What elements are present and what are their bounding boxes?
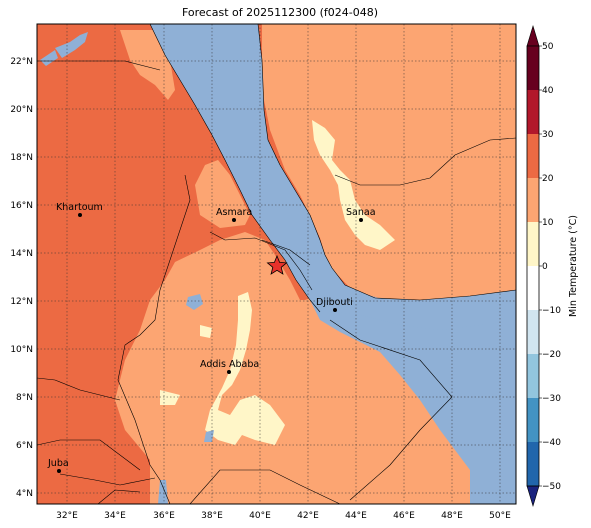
lat-tick: 10°N bbox=[10, 345, 33, 355]
event-star-icon bbox=[266, 254, 288, 275]
colorbar-segment bbox=[527, 354, 539, 398]
city-label-addis-ababa: Addis Ababa bbox=[200, 359, 259, 370]
colorbar-segment bbox=[527, 134, 539, 178]
mild-region-eritrea bbox=[195, 160, 250, 228]
city-dot bbox=[232, 218, 236, 222]
lat-tick: 16°N bbox=[10, 201, 33, 211]
colorbar-segment bbox=[527, 442, 539, 486]
colorbar-tick: −50 bbox=[542, 482, 561, 492]
lake-north bbox=[55, 32, 88, 58]
colorbar-segment bbox=[527, 178, 539, 222]
colorbar-tick: −40 bbox=[542, 438, 561, 448]
lon-tick: 38°E bbox=[201, 511, 223, 521]
colorbar-tick: 0 bbox=[542, 262, 548, 272]
city-dot bbox=[333, 308, 337, 312]
city-dot bbox=[359, 218, 363, 222]
lon-tick: 32°E bbox=[56, 511, 78, 521]
colorbar-tick: 20 bbox=[542, 174, 554, 184]
colorbar-segment bbox=[527, 310, 539, 354]
map-title: Forecast of 2025112300 (f024-048) bbox=[181, 6, 379, 19]
city-label-djibouti: Djibouti bbox=[316, 297, 353, 308]
lake-tana bbox=[186, 294, 203, 310]
lat-tick: 22°N bbox=[10, 57, 33, 67]
colorbar-tick: −10 bbox=[542, 306, 561, 316]
colorbar-tick: 50 bbox=[542, 42, 554, 52]
city-markers: Khartoum Asmara Sanaa Djibouti Addis Aba… bbox=[47, 202, 376, 473]
colorbar: 50 40 30 20 10 0 −10 −20 −30 −40 −50 Min… bbox=[526, 24, 579, 508]
lat-tick: 4°N bbox=[16, 489, 33, 499]
lon-tick: 36°E bbox=[153, 511, 175, 521]
colorbar-tick: 10 bbox=[542, 218, 554, 228]
lake-west bbox=[204, 430, 214, 442]
lat-tick: 18°N bbox=[10, 153, 33, 163]
mild-region-arabia bbox=[262, 24, 516, 302]
lon-tick: 42°E bbox=[297, 511, 319, 521]
lon-tick: 48°E bbox=[441, 511, 463, 521]
colorbar-tick: 40 bbox=[542, 86, 554, 96]
colorbar-extend-max bbox=[526, 24, 540, 47]
colorbar-segment bbox=[527, 90, 539, 134]
lake-northwest bbox=[40, 50, 58, 66]
city-dot bbox=[227, 370, 231, 374]
gulf-of-aden bbox=[320, 290, 516, 330]
graticule bbox=[37, 24, 516, 504]
colorbar-tick: −30 bbox=[542, 394, 561, 404]
city-label-juba: Juba bbox=[47, 458, 69, 469]
lat-tick: 20°N bbox=[10, 105, 33, 115]
cool-region-west bbox=[200, 325, 212, 338]
colorbar-segment bbox=[527, 46, 539, 90]
lon-tick: 40°E bbox=[249, 511, 271, 521]
lat-tick-labels: 4°N 6°N 8°N 10°N 12°N 14°N 16°N 18°N 20°… bbox=[10, 57, 33, 499]
colorbar-segment bbox=[527, 398, 539, 442]
city-dot bbox=[57, 469, 61, 473]
colorbar-extend-min bbox=[526, 485, 540, 508]
city-label-sanaa: Sanaa bbox=[346, 207, 376, 218]
plot-frame bbox=[36, 23, 517, 505]
lat-tick: 12°N bbox=[10, 297, 33, 307]
lon-tick: 46°E bbox=[393, 511, 415, 521]
cool-region-ethiopia-highlands bbox=[205, 292, 285, 445]
city-label-asmara: Asmara bbox=[216, 207, 252, 218]
colorbar-label: Min Temperature (°C) bbox=[568, 215, 579, 317]
lon-tick-labels: 32°E 34°E 36°E 38°E 40°E 42°E 44°E 46°E … bbox=[56, 511, 511, 521]
lon-tick: 34°E bbox=[104, 511, 126, 521]
country-borders bbox=[37, 24, 516, 504]
city-dot bbox=[78, 213, 82, 217]
colorbar-segment bbox=[527, 266, 539, 310]
lake-south bbox=[158, 480, 168, 504]
lon-tick: 44°E bbox=[345, 511, 367, 521]
cool-region-south bbox=[160, 390, 180, 405]
lat-tick: 6°N bbox=[16, 441, 33, 451]
lon-tick: 50°E bbox=[489, 511, 511, 521]
lat-tick: 8°N bbox=[16, 393, 33, 403]
colorbar-tick: 30 bbox=[542, 130, 554, 140]
lat-tick: 14°N bbox=[10, 249, 33, 259]
mild-region-ethiopia bbox=[115, 232, 470, 504]
red-sea bbox=[150, 24, 516, 504]
city-label-khartoum: Khartoum bbox=[56, 202, 103, 213]
colorbar-segment bbox=[527, 222, 539, 266]
colorbar-tick: −20 bbox=[542, 350, 561, 360]
cool-region-yemen bbox=[312, 120, 395, 250]
